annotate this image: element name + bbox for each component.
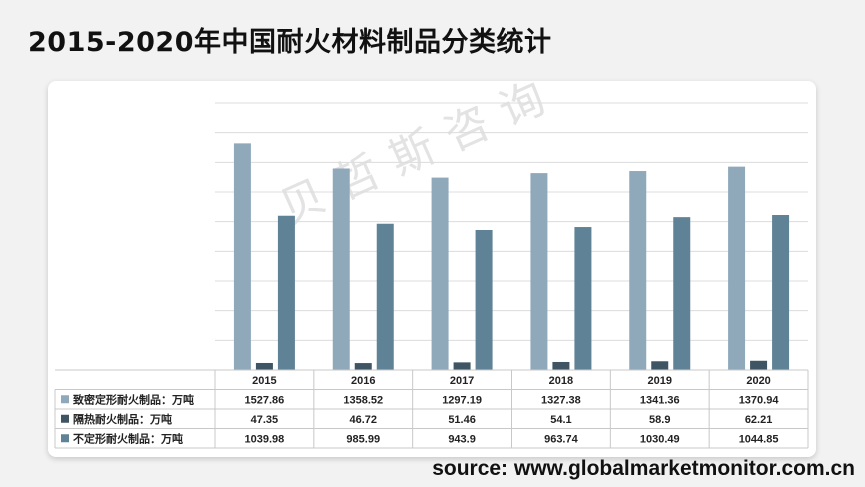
bar (772, 215, 790, 370)
data-label: 1527.86 (245, 394, 285, 406)
legend-label: 致密定形耐火制品：万吨 (73, 392, 194, 406)
bar (431, 177, 449, 370)
bar (728, 166, 746, 370)
bar (530, 173, 548, 370)
category-label: 2016 (351, 375, 375, 387)
data-label: 943.9 (448, 433, 476, 445)
data-label: 47.35 (251, 414, 279, 426)
bar (651, 361, 669, 370)
data-label: 1039.98 (245, 433, 285, 445)
data-label: 46.72 (349, 414, 377, 426)
data-label: 51.46 (448, 414, 476, 426)
category-label: 2018 (549, 375, 573, 387)
category-label: 2020 (746, 375, 770, 387)
bar (255, 362, 273, 370)
data-label: 1358.52 (343, 394, 383, 406)
category-label: 2017 (450, 375, 474, 387)
legend-swatch (61, 395, 69, 404)
category-label: 2015 (252, 375, 276, 387)
bar (376, 223, 394, 370)
data-label: 1370.94 (739, 394, 780, 406)
legend-swatch (61, 434, 69, 443)
bar (233, 143, 251, 370)
chart-title: 2015-2020年中国耐火材料制品分类统计 (28, 27, 552, 58)
bar (673, 217, 691, 370)
data-label: 62.21 (745, 414, 773, 426)
data-label: 1327.38 (541, 394, 581, 406)
source-credit: source: www.globalmarketmonitor.com.cn (432, 457, 855, 480)
data-label: 1341.36 (640, 394, 680, 406)
category-label: 2019 (648, 375, 672, 387)
bar (354, 363, 372, 370)
legend-label: 不定形耐火制品：万吨 (73, 431, 183, 445)
bar (475, 229, 493, 370)
data-label: 54.1 (550, 414, 571, 426)
data-label: 985.99 (346, 433, 380, 445)
bar (277, 215, 295, 370)
bar (574, 227, 592, 370)
data-label: 1297.19 (442, 394, 482, 406)
legend-label: 隔热耐火制品：万吨 (73, 412, 172, 426)
bar (750, 360, 768, 370)
bar (453, 362, 471, 370)
data-label: 963.74 (544, 433, 579, 445)
data-label: 1044.85 (739, 433, 779, 445)
bar (332, 168, 350, 370)
legend-swatch (61, 414, 69, 423)
data-label: 1030.49 (640, 433, 680, 445)
bar (552, 361, 570, 370)
data-label: 58.9 (649, 414, 670, 426)
bar (629, 171, 647, 370)
